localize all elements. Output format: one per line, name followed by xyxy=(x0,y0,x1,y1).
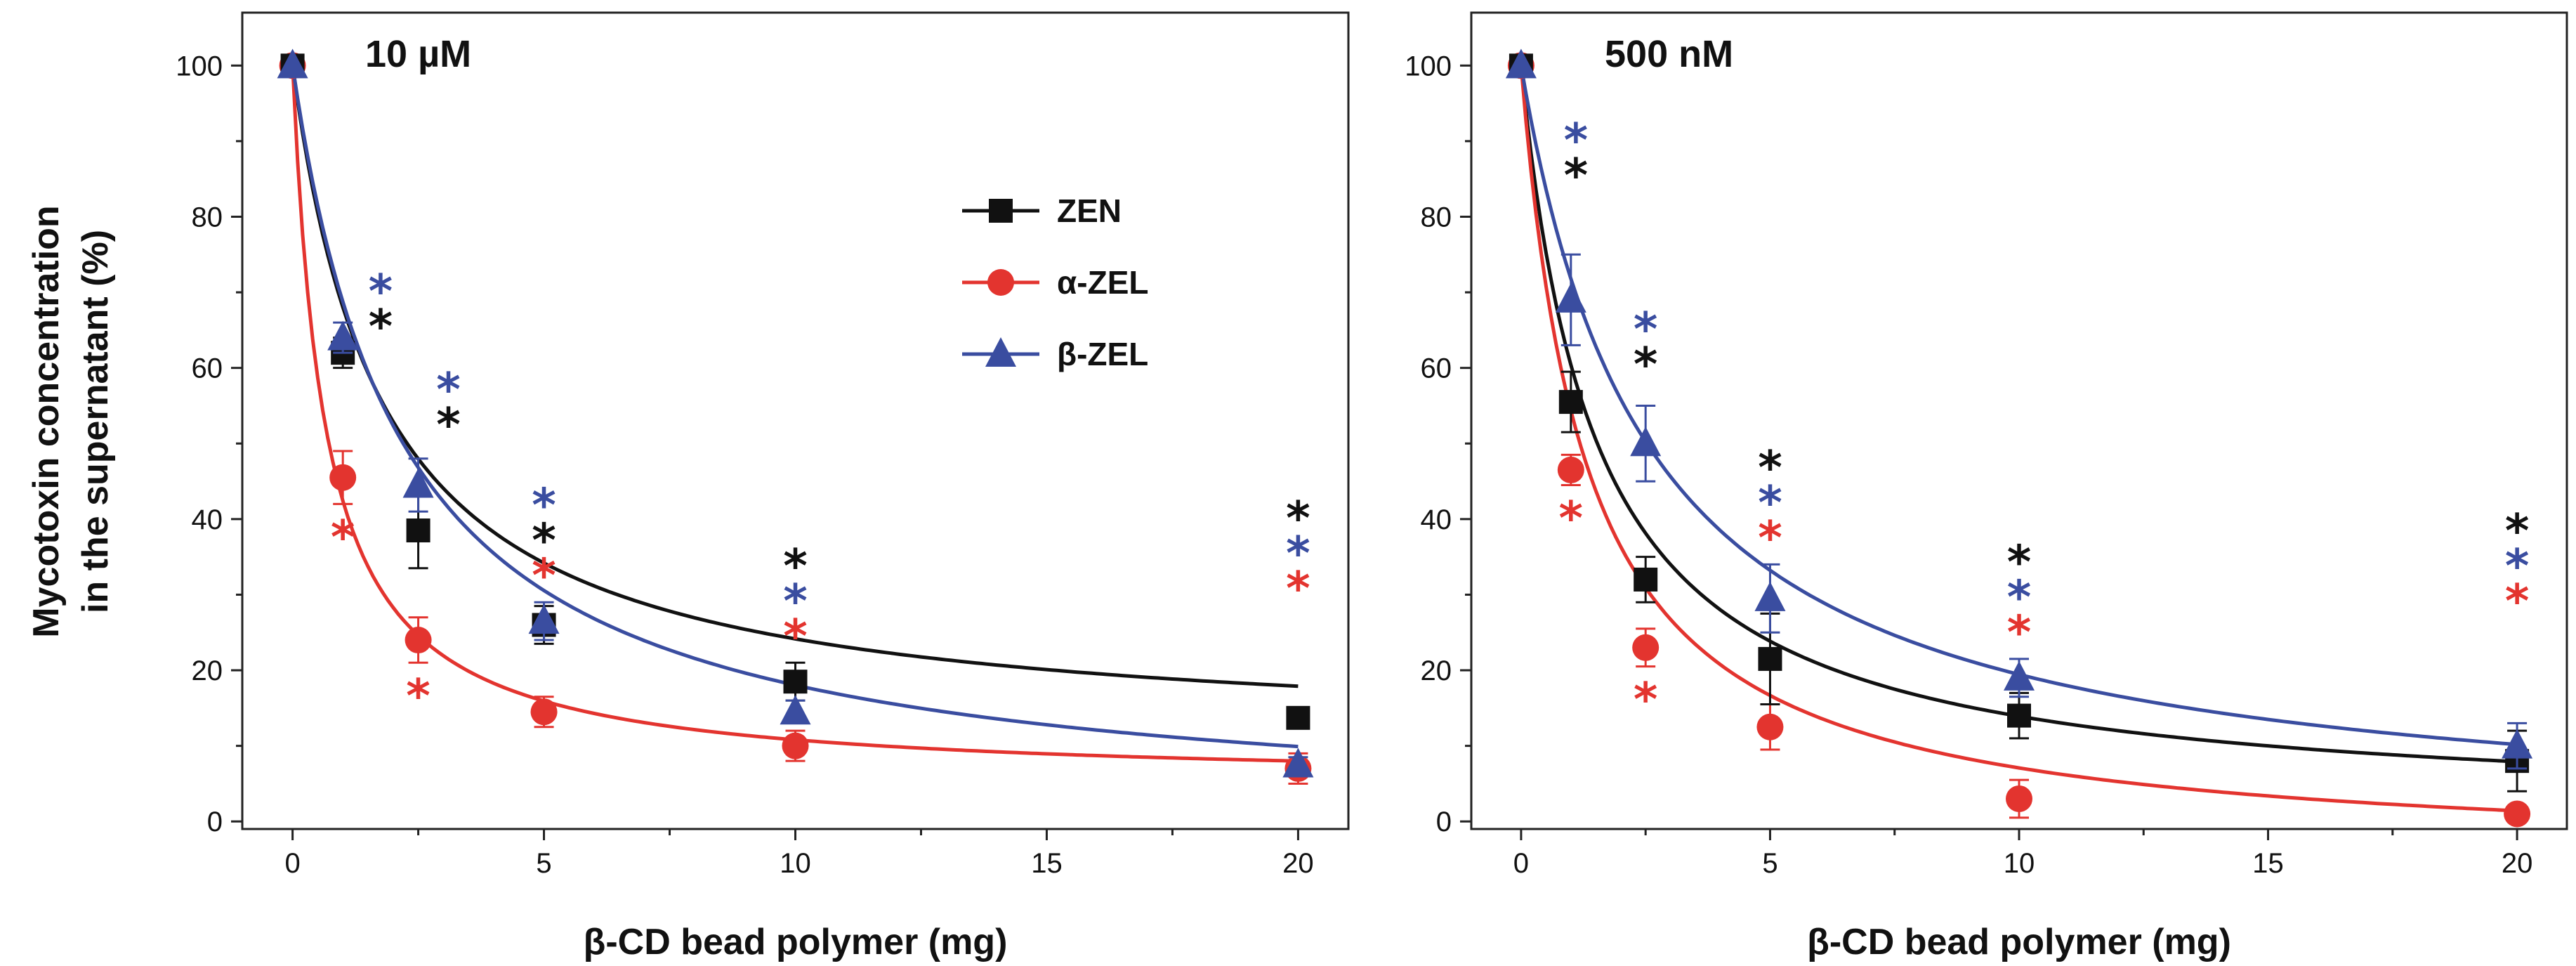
data-point-alpha-zel xyxy=(329,464,357,491)
significance-star: * xyxy=(1286,561,1310,615)
x-axis-title: β-CD bead polymer (mg) xyxy=(584,922,1008,962)
data-point-zen xyxy=(1758,646,1782,671)
data-point-alpha-zel xyxy=(2504,800,2531,828)
fit-curve-a-ZEL xyxy=(1519,65,2518,813)
significance-star: * xyxy=(369,300,393,354)
y-tick-label: 100 xyxy=(1405,51,1452,81)
data-point-zen xyxy=(1558,390,1583,415)
data-point-beta-zel xyxy=(780,695,811,725)
significance-star: * xyxy=(1559,491,1584,545)
legend-label: α-ZEL xyxy=(1057,264,1148,301)
x-tick-label: 5 xyxy=(1762,848,1777,879)
data-point-beta-zel xyxy=(1555,282,1586,313)
data-point-zen xyxy=(2007,703,2031,728)
y-tick-label: 20 xyxy=(1421,655,1452,686)
y-tick-label: 20 xyxy=(192,655,223,686)
significance-star: * xyxy=(2007,535,2032,589)
x-tick-label: 15 xyxy=(1031,848,1063,879)
y-tick-label: 0 xyxy=(1436,807,1452,837)
significance-star: * xyxy=(2505,575,2530,629)
significance-star: * xyxy=(331,510,355,564)
legend-label: ZEN xyxy=(1057,192,1122,229)
legend-marker-triangle xyxy=(985,337,1016,367)
significance-star: * xyxy=(2505,504,2530,559)
legend-label: β-ZEL xyxy=(1057,336,1148,372)
data-point-alpha-zel xyxy=(530,698,558,726)
legend-marker-circle xyxy=(987,269,1014,296)
significance-star: * xyxy=(1758,511,1782,565)
significance-star: * xyxy=(1634,673,1658,727)
data-point-beta-zel xyxy=(327,320,359,351)
x-tick-label: 10 xyxy=(2004,848,2035,879)
fit-curve-ZEN xyxy=(291,65,1299,688)
x-tick-label: 10 xyxy=(780,848,811,879)
panel-title: 500 nM xyxy=(1605,33,1733,75)
data-point-alpha-zel xyxy=(2006,785,2032,812)
y-tick-label: 80 xyxy=(192,202,223,233)
y-tick-label: 0 xyxy=(207,807,223,837)
data-point-beta-zel xyxy=(2004,660,2035,691)
data-point-zen xyxy=(1634,567,1658,592)
y-axis-title-line: Mycotoxin concentration xyxy=(26,205,67,637)
significance-star: * xyxy=(369,265,393,319)
data-point-alpha-zel xyxy=(1632,634,1660,661)
legend-marker-square xyxy=(989,199,1013,223)
significance-star: * xyxy=(1564,148,1589,202)
significance-star: * xyxy=(1758,440,1782,495)
significance-star: * xyxy=(2505,540,2530,594)
significance-star: * xyxy=(1634,302,1658,356)
chart-panel-500nM: 0 5 10 15 20 0 20 40 60 80 100 β-CD bead polymer (m… xyxy=(1405,11,2568,962)
significance-star: * xyxy=(532,514,556,568)
data-point-alpha-zel xyxy=(1557,456,1584,483)
data-point-alpha-zel xyxy=(1756,713,1784,740)
y-tick-label: 80 xyxy=(1421,202,1452,233)
significance-star: * xyxy=(532,478,556,533)
x-tick-label: 5 xyxy=(536,848,551,879)
data-point-beta-zel xyxy=(2502,729,2533,759)
significance-star: * xyxy=(406,669,431,723)
significance-star: * xyxy=(1286,491,1310,545)
data-point-zen xyxy=(406,518,431,543)
x-tick-label: 20 xyxy=(1282,848,1314,879)
y-axis-title-line: in the supernatant (%) xyxy=(75,230,116,613)
significance-star: * xyxy=(1634,337,1658,391)
data-point-beta-zel xyxy=(277,48,308,79)
x-tick-label: 0 xyxy=(1513,848,1529,879)
data-point-beta-zel xyxy=(1630,426,1662,457)
significance-star: * xyxy=(1564,113,1589,167)
data-point-zen xyxy=(783,670,808,694)
significance-star: * xyxy=(532,549,556,603)
significance-star: * xyxy=(436,363,461,417)
x-tick-label: 20 xyxy=(2502,848,2533,879)
data-point-beta-zel xyxy=(528,604,560,634)
significance-star: * xyxy=(1286,526,1310,580)
significance-star: * xyxy=(436,398,461,452)
y-tick-label: 40 xyxy=(1421,504,1452,535)
significance-star: * xyxy=(783,574,808,628)
significance-star: * xyxy=(783,609,808,663)
data-point-alpha-zel xyxy=(782,732,809,759)
panel-title: 10 µM xyxy=(365,33,471,75)
significance-star: * xyxy=(2007,606,2032,660)
data-point-beta-zel xyxy=(1505,48,1537,79)
y-tick-label: 100 xyxy=(176,51,223,81)
data-point-beta-zel xyxy=(1282,748,1314,778)
significance-star: * xyxy=(2007,570,2032,625)
x-tick-label: 0 xyxy=(284,848,300,879)
x-axis-title: β-CD bead polymer (mg) xyxy=(1807,922,2231,962)
chart-panel-10uM: 0 5 10 15 20 0 20 40 60 80 100 β-CD bead polymer (m… xyxy=(26,11,1350,962)
y-tick-label: 60 xyxy=(192,353,223,384)
y-tick-label: 40 xyxy=(192,504,223,535)
significance-star: * xyxy=(1758,476,1782,530)
y-tick-label: 60 xyxy=(1421,353,1452,384)
significance-star: * xyxy=(783,539,808,593)
data-point-zen xyxy=(1286,705,1310,730)
data-point-beta-zel xyxy=(402,468,434,498)
data-point-alpha-zel xyxy=(405,627,432,654)
data-point-beta-zel xyxy=(1754,581,1786,611)
x-tick-label: 15 xyxy=(2252,848,2284,879)
